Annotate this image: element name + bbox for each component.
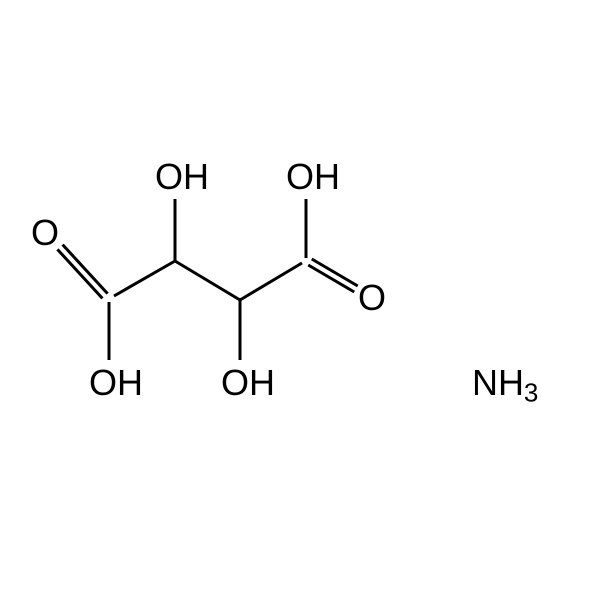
atom-label-l_o4: OH — [221, 362, 275, 403]
bond-line — [63, 245, 108, 294]
atom-label-l_o2: OH — [89, 362, 143, 403]
bond-line — [175, 261, 240, 300]
atom-label-sub-l_nh3: 3 — [524, 377, 538, 407]
bond-line — [240, 263, 302, 300]
atom-label-l_nh3: NH — [472, 362, 524, 403]
molecule-diagram: O OH OH OH OH O NH3 — [0, 0, 600, 600]
atom-label-l_o3: OH — [155, 156, 209, 197]
bond-line — [114, 261, 175, 296]
atom-label-l_o5: OH — [286, 156, 340, 197]
bond-line — [57, 249, 102, 298]
atom-label-l_o6: O — [358, 277, 386, 318]
atom-label-l_o1: O — [31, 212, 59, 253]
